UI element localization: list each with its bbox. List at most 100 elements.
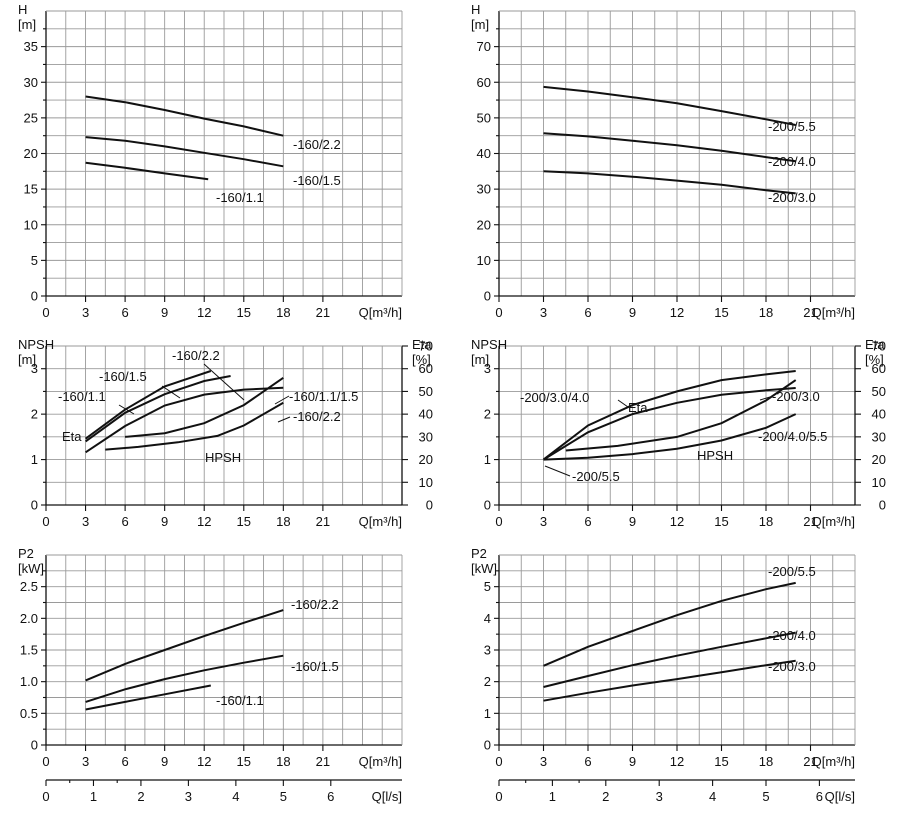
x-tick-label: 6	[121, 514, 128, 529]
y-tick-label: 30	[24, 75, 38, 90]
y2-tick-label: 0	[426, 498, 433, 513]
y-tick-label: 2.0	[20, 611, 38, 626]
x-tick-label: 0	[42, 514, 49, 529]
head-curve	[543, 132, 796, 163]
y-tick-label: 0	[484, 498, 491, 513]
y2-tick-label: 60	[419, 361, 433, 376]
y-tick-label: 3	[31, 361, 38, 376]
y-tick-label: 3	[484, 361, 491, 376]
series-label: -200/4.0	[768, 154, 816, 169]
y-axis-unit: [m]	[471, 352, 489, 367]
ls-tick-label: 5	[762, 789, 769, 804]
y-tick-label: 0	[484, 738, 491, 753]
ls-tick-label: 2	[137, 789, 144, 804]
y-tick-label: 50	[477, 110, 491, 125]
y-tick-label: 1.0	[20, 674, 38, 689]
y-tick-label: 60	[477, 75, 491, 90]
npsh-curve	[565, 379, 797, 452]
series-label: -160/1.5	[291, 659, 339, 674]
y-tick-label: 3	[484, 643, 491, 658]
x-tick-label: 6	[584, 305, 591, 320]
y-tick-label: 10	[24, 217, 38, 232]
x-tick-label: 0	[42, 305, 49, 320]
npsh-curve	[105, 401, 284, 451]
x-tick-label: 3	[540, 754, 547, 769]
x-tick-label: 0	[495, 305, 502, 320]
y2-axis-title: Eta	[412, 337, 432, 352]
y-tick-label: 25	[24, 110, 38, 125]
series-label: -200/3.0	[768, 190, 816, 205]
y-tick-label: 0	[484, 289, 491, 304]
x-tick-label: 6	[584, 514, 591, 529]
ls-axis-label: Q[l/s]	[372, 789, 402, 804]
curve-label: -200/3.0/4.0	[520, 390, 589, 405]
ls-tick-label: 4	[709, 789, 716, 804]
x-tick-label: 21	[316, 514, 330, 529]
y-tick-label: 2	[484, 407, 491, 422]
power-curve	[543, 631, 796, 688]
npsh-curve	[125, 376, 284, 438]
head-curve	[85, 161, 209, 181]
x-tick-label: 21	[803, 514, 817, 529]
x-tick-label: 3	[540, 514, 547, 529]
npsh-curve	[543, 413, 797, 461]
y-axis-title: P2	[18, 546, 34, 561]
x-tick-label: 9	[629, 754, 636, 769]
y-axis-unit: [kW]	[18, 561, 44, 576]
y-tick-label: 1.5	[20, 643, 38, 658]
head-curve	[543, 170, 796, 195]
y-tick-label: 0.5	[20, 706, 38, 721]
power-curve	[543, 581, 796, 667]
x-tick-label: 21	[316, 305, 330, 320]
curve-label: HPSH	[697, 448, 733, 463]
power-curve	[85, 609, 284, 682]
y2-tick-label: 20	[419, 452, 433, 467]
ls-tick-label: 0	[495, 789, 502, 804]
ls-tick-label: 3	[185, 789, 192, 804]
label-leader-line	[544, 465, 571, 477]
power-curve	[85, 684, 211, 711]
ls-tick-label: 0	[42, 789, 49, 804]
x-tick-label: 3	[540, 305, 547, 320]
y2-axis-title: Eta	[865, 337, 885, 352]
x-tick-label: 6	[121, 305, 128, 320]
x-tick-label: 12	[197, 754, 211, 769]
head-curve	[85, 95, 284, 137]
curve-label: Eta	[628, 400, 648, 415]
x-tick-label: 12	[197, 514, 211, 529]
y-tick-label: 20	[24, 146, 38, 161]
x-tick-label: 9	[161, 514, 168, 529]
ls-tick-label: 4	[232, 789, 239, 804]
x-tick-label: 6	[121, 754, 128, 769]
power-curve	[543, 659, 796, 702]
label-leader-line	[759, 396, 771, 401]
curve-label: -200/5.5	[572, 469, 620, 484]
x-tick-label: 9	[629, 514, 636, 529]
x-axis-label: Q[m³/h]	[812, 514, 855, 529]
curve-label: -200/3.0	[772, 389, 820, 404]
x-tick-label: 15	[714, 514, 728, 529]
x-tick-label: 9	[629, 305, 636, 320]
x-tick-label: 12	[670, 514, 684, 529]
curve-label: HPSH	[205, 450, 241, 465]
x-tick-label: 3	[82, 305, 89, 320]
y2-tick-label: 0	[879, 498, 886, 513]
label-leader-line	[277, 416, 291, 423]
ls-tick-label: 1	[90, 789, 97, 804]
y-tick-label: 40	[477, 146, 491, 161]
x-tick-label: 15	[714, 754, 728, 769]
ls-tick-label: 6	[327, 789, 334, 804]
y-axis-unit: [m]	[18, 352, 36, 367]
y-tick-label: 1	[31, 452, 38, 467]
y-axis-unit: [kW]	[471, 561, 497, 576]
series-label: -160/2.2	[293, 137, 341, 152]
y-tick-label: 10	[477, 253, 491, 268]
x-tick-label: 18	[759, 514, 773, 529]
x-axis-label: Q[m³/h]	[812, 754, 855, 769]
label-leader-line	[203, 363, 245, 401]
series-label: -200/5.5	[768, 119, 816, 134]
y-tick-label: 35	[24, 39, 38, 54]
x-tick-label: 3	[82, 754, 89, 769]
x-tick-label: 18	[276, 514, 290, 529]
